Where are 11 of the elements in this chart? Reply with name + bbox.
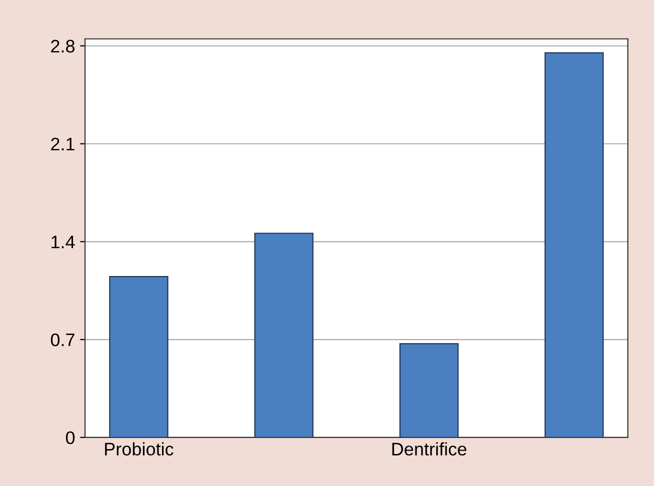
y-tick-label: 0: [66, 431, 75, 444]
x-tick-label: Probiotic: [105, 442, 174, 456]
bar: [254, 232, 314, 438]
y-tick-label: 0.7: [50, 333, 74, 346]
x-tick-label: Dentrifice: [392, 442, 466, 456]
y-tick-label: 1.4: [52, 236, 75, 248]
y-tick-label: 2.8: [51, 40, 75, 53]
bar: [109, 276, 168, 438]
bar: [399, 343, 459, 438]
y-tick-label: 2.1: [51, 138, 74, 150]
bar: [544, 52, 604, 438]
